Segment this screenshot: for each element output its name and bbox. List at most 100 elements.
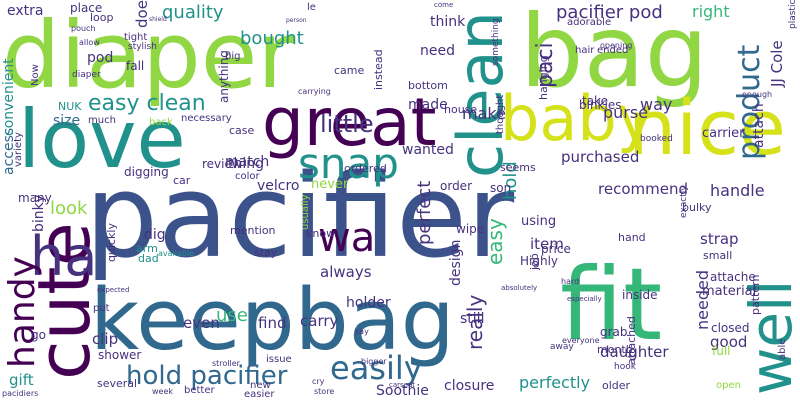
word-hook: hook xyxy=(614,362,636,372)
word-wa: wa xyxy=(318,215,376,261)
word-price: price xyxy=(541,242,571,256)
word-bottom: bottom xyxy=(408,79,448,92)
word-carry: carry xyxy=(300,312,339,330)
word-know: know xyxy=(306,227,336,240)
word-put: put xyxy=(93,303,110,314)
word-even: even xyxy=(183,314,220,332)
word-highly: Highly xyxy=(520,254,559,268)
word-stroller: stroller xyxy=(212,359,240,368)
word-many: many xyxy=(18,191,52,205)
word-bought: bought xyxy=(240,28,304,49)
word-ended: ended xyxy=(597,45,629,56)
word-quickly: quickly xyxy=(105,223,118,262)
word-necessary: necessary xyxy=(181,113,232,124)
word-extra: extra xyxy=(7,3,44,19)
word-never: never xyxy=(311,177,349,192)
word-review: review xyxy=(202,157,242,171)
word-small: small xyxy=(703,249,733,262)
word-doe: doe xyxy=(133,0,151,28)
word-dad: dad xyxy=(138,252,159,265)
word-away: away xyxy=(550,342,574,352)
word-good: good xyxy=(710,333,748,351)
word-stylish: stylish xyxy=(128,42,157,52)
word-using: using xyxy=(521,214,557,229)
word-much: much xyxy=(88,115,116,126)
word-open: open xyxy=(716,380,741,391)
word-exactly: exactly xyxy=(679,185,689,218)
word-binkies: binkies xyxy=(579,98,622,112)
word-love: love xyxy=(18,93,186,186)
word-size: size xyxy=(53,113,81,129)
word-new: new xyxy=(250,380,271,391)
word-person: person xyxy=(286,17,307,24)
word-strap: strap xyxy=(700,230,739,248)
word-daughter: daughter xyxy=(600,343,669,361)
word-seems: seems xyxy=(500,161,536,174)
word-big: big xyxy=(225,51,241,62)
word-closed: closed xyxy=(711,321,750,335)
word-carseat: carseat xyxy=(389,381,416,389)
word-item: item xyxy=(530,235,564,253)
word-purse: purse xyxy=(603,103,649,122)
word-hold-pacifier: hold pacifier xyxy=(126,361,288,391)
word-especially: especially xyxy=(567,295,602,303)
word-handy: handy xyxy=(2,256,43,368)
word-easy: easy xyxy=(483,218,507,265)
word-diaper: diaper xyxy=(72,70,101,80)
word-wanted: wanted xyxy=(402,142,454,158)
word-always: always xyxy=(320,263,372,281)
word-fit: fit xyxy=(560,246,663,363)
word-easily: easily xyxy=(330,349,423,387)
word-week: week xyxy=(152,387,174,396)
word-quality: quality xyxy=(162,2,224,23)
word-recommend: recommend xyxy=(598,180,688,198)
word-keepbag: keepbag xyxy=(90,271,455,370)
word-attached: attached xyxy=(625,316,638,365)
word-say: say xyxy=(355,327,369,336)
word-shower: shower xyxy=(98,348,142,362)
word-need: need xyxy=(420,43,455,59)
word-made: made xyxy=(408,97,448,113)
word-usually: usually xyxy=(300,194,311,231)
word-match: match xyxy=(225,154,270,170)
word-several: several xyxy=(97,377,138,390)
word-thought: thought xyxy=(495,94,506,134)
word-find: find xyxy=(258,314,287,332)
word-grab: grab xyxy=(600,325,628,339)
word-pouch: pouch xyxy=(71,24,96,33)
word-soothie: Soothie xyxy=(376,383,429,399)
word-use: use xyxy=(216,305,248,326)
word-go: go xyxy=(31,328,46,342)
word-able: able xyxy=(777,338,788,360)
word-gift: gift xyxy=(9,371,34,389)
word-carrying: carrying xyxy=(298,87,331,96)
word-back: back xyxy=(149,117,173,128)
word-bulky: bulky xyxy=(682,201,712,214)
word-plastic: plastic xyxy=(788,0,798,30)
word-dig: dig xyxy=(144,227,166,243)
word-booked: booked xyxy=(640,134,673,144)
word-fall: fall xyxy=(126,59,145,73)
word-diaper: diaper xyxy=(2,2,296,109)
word-wipe: wipe xyxy=(456,222,485,236)
word-full: full xyxy=(712,344,731,358)
word-nuk: NUK xyxy=(58,100,82,113)
word-take: take xyxy=(582,94,608,108)
word-pod: pod xyxy=(87,50,114,66)
word-snap: snap xyxy=(298,139,399,188)
word-velcro: velcro xyxy=(257,178,300,194)
word-convenient: convenient xyxy=(1,58,17,136)
word-car: car xyxy=(173,174,191,187)
word-nice: nice xyxy=(628,83,786,172)
word-store: store xyxy=(314,387,335,396)
word-allow: allow xyxy=(79,38,100,47)
word-older: older xyxy=(602,379,631,392)
word-little: little xyxy=(320,110,374,138)
word-something: something xyxy=(491,18,501,66)
word-instead: instead xyxy=(372,49,385,90)
word-hanging: hanging xyxy=(537,55,550,100)
word-carrier: carrier xyxy=(702,126,745,141)
word-jj-cole: JJ Cole xyxy=(768,40,786,87)
word-attach: attach xyxy=(751,103,767,148)
